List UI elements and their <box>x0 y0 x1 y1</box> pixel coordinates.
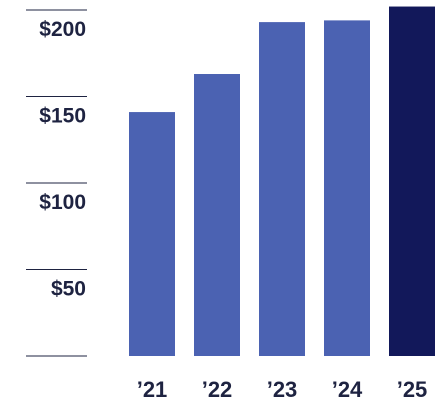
bar-2 <box>194 74 240 356</box>
y-axis: $50 $100 $150 $200 <box>26 9 87 357</box>
x-tick-label: ’22 <box>202 377 233 402</box>
y-tick-label: $100 <box>39 191 86 214</box>
bar-5 <box>389 6 435 356</box>
y-tick-label: $150 <box>39 105 86 128</box>
y-tick-label: $50 <box>51 278 86 301</box>
bar-4 <box>324 20 370 356</box>
x-tick-label: ’25 <box>397 377 428 402</box>
bars <box>129 6 435 357</box>
x-axis: ’21 ’22 ’23 ’24 ’25 <box>137 377 428 402</box>
y-tick-label: $200 <box>39 18 86 41</box>
x-tick-label: ’24 <box>332 377 363 402</box>
x-tick-label: ’23 <box>267 377 298 402</box>
bar-3 <box>259 22 305 357</box>
x-tick-label: ’21 <box>137 377 168 402</box>
bar-1 <box>129 112 175 356</box>
